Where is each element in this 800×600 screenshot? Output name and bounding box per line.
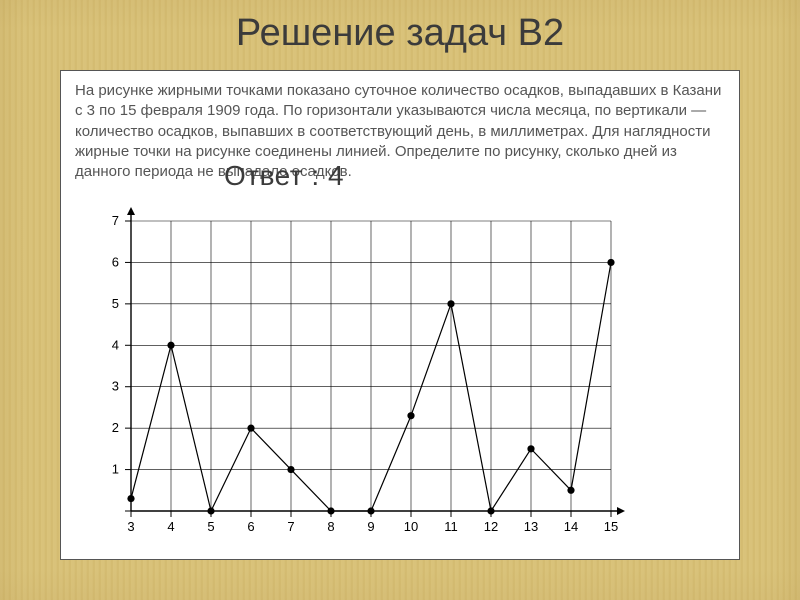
- svg-text:11: 11: [444, 519, 458, 534]
- svg-text:12: 12: [484, 519, 498, 534]
- svg-text:13: 13: [524, 519, 538, 534]
- slide-title: Решение задач B2: [0, 12, 800, 55]
- svg-text:10: 10: [404, 519, 418, 534]
- svg-text:6: 6: [112, 254, 119, 269]
- svg-text:2: 2: [112, 420, 119, 435]
- svg-text:1: 1: [112, 462, 119, 477]
- svg-text:7: 7: [112, 213, 119, 228]
- precipitation-chart: 34567891011121314151234567: [81, 201, 641, 551]
- svg-text:15: 15: [604, 519, 618, 534]
- slide-background: Решение задач B2 На рисунке жирными точк…: [0, 0, 800, 600]
- svg-text:6: 6: [247, 519, 254, 534]
- svg-text:4: 4: [112, 337, 119, 352]
- problem-card: На рисунке жирными точками показано суто…: [60, 70, 740, 560]
- svg-text:3: 3: [127, 519, 134, 534]
- answer-label: Ответ : 4: [224, 160, 344, 192]
- svg-text:5: 5: [112, 296, 119, 311]
- svg-text:4: 4: [167, 519, 174, 534]
- svg-text:3: 3: [112, 379, 119, 394]
- svg-text:9: 9: [367, 519, 374, 534]
- svg-text:8: 8: [327, 519, 334, 534]
- chart-container: 34567891011121314151234567: [81, 201, 641, 551]
- problem-description: На рисунке жирными точками показано суто…: [75, 81, 725, 182]
- svg-text:14: 14: [564, 519, 578, 534]
- svg-text:5: 5: [207, 519, 214, 534]
- svg-text:7: 7: [287, 519, 294, 534]
